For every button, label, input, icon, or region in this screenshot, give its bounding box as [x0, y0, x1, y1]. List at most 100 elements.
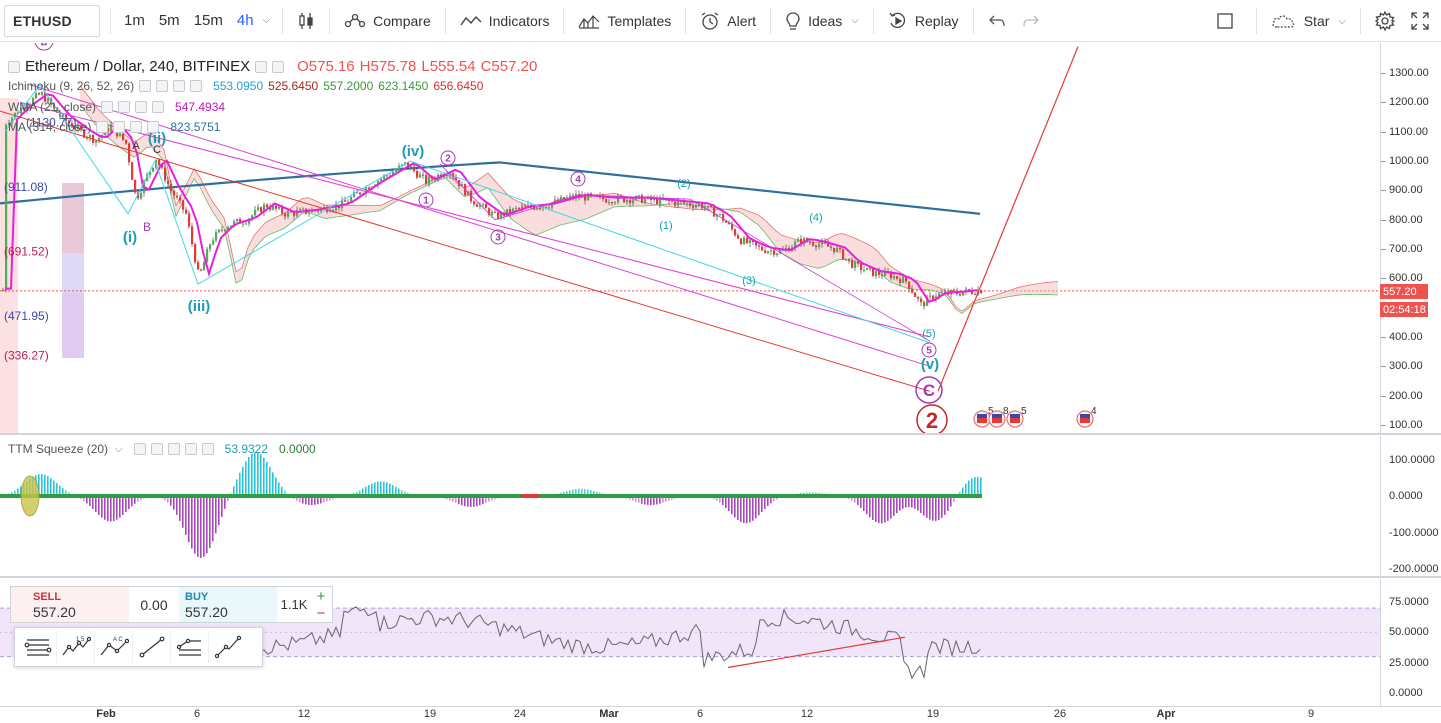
chevron-down-icon[interactable]: ⌵: [1338, 15, 1346, 27]
ttm-bar: [395, 486, 397, 496]
ttm-bar: [587, 489, 589, 496]
decrease-quantity-button[interactable]: −: [316, 604, 326, 622]
settings-icon[interactable]: [150, 443, 163, 455]
ttm-bar: [581, 488, 583, 496]
ttm-bar: [218, 496, 220, 526]
ttm-bar: [107, 496, 109, 522]
divider: [685, 7, 687, 34]
eye-icon[interactable]: [133, 443, 146, 455]
candle: [302, 207, 305, 211]
collapse-legend-icon[interactable]: [8, 60, 20, 73]
close-icon[interactable]: [147, 121, 160, 133]
source-icon[interactable]: [167, 443, 180, 455]
ttm-bar: [119, 496, 121, 518]
tool-elliott-correction[interactable]: A C: [95, 631, 133, 663]
quantity-field[interactable]: 1.1K: [280, 597, 308, 612]
candle: [170, 179, 173, 195]
price-chart-canvas[interactable]: (911.08) (691.52) (471.95) (336.27) (1130.77…: [0, 43, 1380, 433]
ttm-bar: [83, 496, 85, 502]
settings-button[interactable]: [1367, 0, 1403, 42]
ttm-squeeze-pane[interactable]: [0, 436, 1380, 576]
tool-elliott-impulse[interactable]: 1 5: [57, 631, 95, 663]
alert-button[interactable]: Alert: [692, 0, 764, 42]
sell-button[interactable]: SELL 557.20: [11, 587, 129, 622]
ttm-value-2: 0.0000: [279, 442, 316, 456]
tool-path[interactable]: [209, 631, 247, 663]
impulse-tool-mark: 1 5: [76, 637, 85, 643]
increase-quantity-button[interactable]: +: [316, 587, 326, 605]
symbol-search-box[interactable]: ETHUSD: [4, 4, 100, 37]
close-icon[interactable]: [184, 443, 197, 455]
ttm-squeeze-canvas[interactable]: [0, 436, 1380, 576]
chevron-down-icon[interactable]: ⌵: [851, 15, 859, 26]
candle: [188, 210, 191, 229]
wave-label-v: (v): [921, 356, 939, 373]
ttm-bar: [569, 490, 571, 496]
chevron-down-icon[interactable]: ⌵: [115, 443, 123, 455]
chart-type-button[interactable]: [289, 0, 323, 42]
ttm-bar: [725, 496, 727, 508]
candle: [896, 275, 899, 281]
main-chart-pane[interactable]: (911.08) (691.52) (471.95) (336.27) (1130.77…: [0, 43, 1380, 433]
ttm-bar: [239, 472, 241, 496]
tool-horizontal-lines[interactable]: [19, 631, 57, 663]
interval-dropdown-icon[interactable]: ⌵: [262, 15, 271, 26]
source-icon[interactable]: [173, 80, 186, 92]
fib-zone: [62, 183, 84, 253]
ttm-bar: [272, 472, 274, 496]
tool-trend-line[interactable]: [133, 631, 171, 663]
redo-icon: [1022, 15, 1039, 26]
trading-panel: SELL 557.20 0.00 BUY 557.20 1.1K + −: [10, 586, 333, 623]
candle: [149, 171, 152, 179]
price-scale[interactable]: 1300.00 1200.00 1100.00 1000.00 900.00 800.00…: [1380, 43, 1441, 433]
time-label: 19: [926, 708, 940, 720]
indicators-button[interactable]: Indicators: [452, 0, 558, 42]
ttm-bar: [257, 452, 259, 496]
close-icon[interactable]: [190, 80, 203, 92]
ttm-bar: [566, 491, 568, 496]
close-icon[interactable]: [152, 101, 165, 113]
interval-4h[interactable]: 4h: [236, 12, 254, 29]
settings-icon[interactable]: [118, 101, 131, 113]
eye-icon[interactable]: [139, 80, 152, 92]
oscillator-scale[interactable]: 75.0000 50.0000 25.0000 0.0000: [1380, 579, 1441, 706]
settings-icon[interactable]: [272, 60, 285, 73]
settings-icon[interactable]: [156, 80, 169, 92]
price-tick-label: 1000.00: [1389, 155, 1429, 167]
time-label: 24: [513, 708, 527, 720]
pane-separator[interactable]: [0, 433, 1441, 435]
buy-button[interactable]: BUY 557.20: [179, 587, 277, 622]
ideas-button[interactable]: Ideas ⌵: [777, 0, 867, 42]
undo-icon: [988, 15, 1005, 26]
eye-icon[interactable]: [96, 121, 109, 133]
fullscreen-select-button[interactable]: [1208, 0, 1250, 42]
pane-separator[interactable]: [0, 576, 1441, 578]
replay-button[interactable]: Replay: [880, 0, 967, 42]
tool-pitchfork[interactable]: [171, 631, 209, 663]
eye-icon[interactable]: [101, 101, 114, 113]
fullscreen-button[interactable]: [1403, 0, 1441, 42]
candle: [917, 295, 920, 302]
source-icon[interactable]: [135, 101, 148, 113]
candle: [548, 205, 551, 210]
candle: [608, 198, 611, 206]
ttm-bar: [911, 496, 913, 508]
source-icon[interactable]: [130, 121, 143, 133]
sell-label: SELL: [33, 591, 62, 603]
settings-icon[interactable]: [113, 121, 126, 133]
undo-button[interactable]: [980, 0, 1014, 42]
compare-label: Compare: [373, 12, 431, 29]
more-icon[interactable]: [201, 443, 214, 455]
interval-5m[interactable]: 5m: [158, 12, 180, 29]
ttm-bar: [929, 496, 931, 520]
time-axis[interactable]: Feb 6 12 19 24 Mar 6 12 19 26 Apr 9: [0, 706, 1441, 723]
templates-button[interactable]: Templates: [570, 0, 679, 42]
main-legend: Ethereum / Dollar, 240, BITFINEX O575.16…: [8, 58, 537, 75]
interval-15m[interactable]: 15m: [193, 12, 223, 29]
ttm-scale[interactable]: 100.0000 0.0000 -100.0000 -200.0000: [1380, 436, 1441, 576]
compare-button[interactable]: Compare: [336, 0, 439, 42]
redo-button[interactable]: [1014, 0, 1048, 42]
interval-1m[interactable]: 1m: [124, 12, 145, 29]
star-button[interactable]: Star ⌵: [1263, 0, 1354, 42]
eye-icon[interactable]: [255, 60, 268, 73]
